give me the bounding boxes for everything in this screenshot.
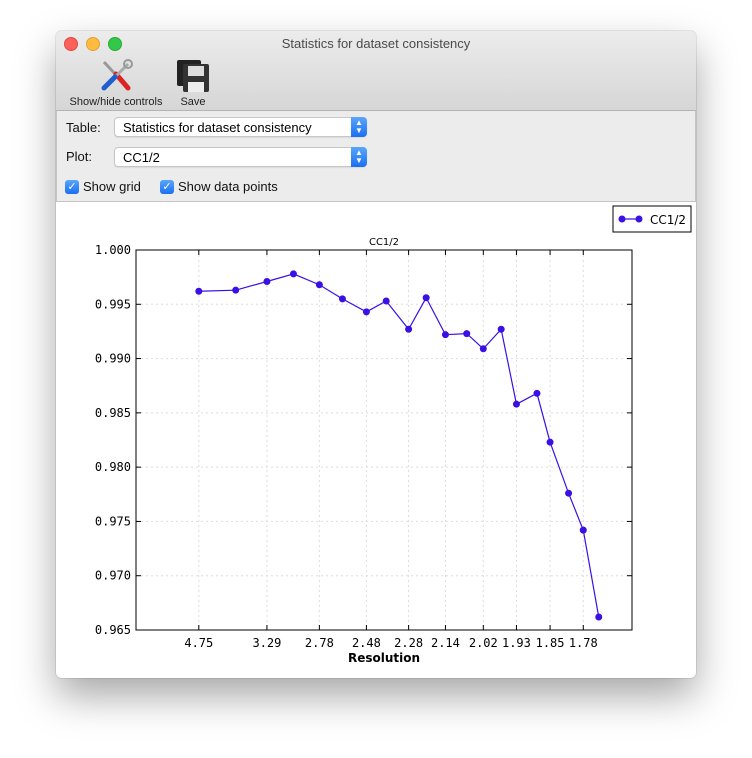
data-point (595, 613, 603, 621)
table-select[interactable]: Statistics for dataset consistency ▲ ▼ (114, 117, 367, 137)
title-bar: Statistics for dataset consistency Show/… (56, 31, 696, 111)
data-point (289, 270, 297, 278)
plot-canvas: 4.75 3.29 2.78 2.48 2.28 2.14 2.02 1.93 1.85 1.78… (95, 205, 692, 665)
chart-title: CC1/2 (369, 237, 399, 248)
table-label: Table: (66, 120, 101, 135)
data-point (579, 526, 587, 534)
y-tick-label: 0.985 (95, 406, 131, 420)
x-tick-label: 2.78 (305, 636, 334, 650)
save-label: Save (180, 96, 206, 108)
tools-icon (101, 59, 133, 91)
data-point (463, 330, 471, 338)
y-tick-label: 0.975 (95, 514, 131, 528)
close-button[interactable] (64, 37, 78, 51)
data-point (315, 281, 323, 289)
window: Statistics for dataset consistency Show/… (56, 31, 696, 678)
data-point (546, 438, 554, 446)
window-title: Statistics for dataset consistency (281, 36, 471, 51)
zoom-button[interactable] (108, 37, 122, 51)
chevron-up-down-icon: ▲ ▼ (351, 117, 367, 137)
data-point (382, 297, 390, 305)
x-tick-label: 1.85 (536, 636, 565, 650)
x-tick-label: 2.48 (352, 636, 381, 650)
series-line (198, 273, 600, 618)
y-tick-label: 0.990 (95, 352, 131, 366)
chevron-up-down-icon: ▲ ▼ (351, 147, 367, 167)
save-button[interactable]: Save (174, 58, 212, 108)
show-data-points-label: Show data points (178, 179, 278, 194)
data-point (497, 325, 505, 333)
x-tick-label: 1.78 (569, 636, 598, 650)
data-point (195, 287, 203, 295)
data-point (405, 325, 413, 333)
data-point (232, 286, 240, 294)
show-hide-controls-label: Show/hide controls (69, 96, 163, 108)
data-point (338, 295, 346, 303)
plot-frame (135, 249, 633, 631)
x-tick-label: 3.29 (252, 636, 281, 650)
y-tick-label: 0.970 (95, 569, 131, 583)
show-hide-controls-button[interactable]: Show/hide controls (64, 58, 168, 108)
data-point (263, 277, 271, 285)
data-point (479, 345, 487, 353)
show-data-points-checkbox[interactable]: ✓ Show data points (160, 179, 278, 194)
x-tick-label: 2.02 (469, 636, 498, 650)
data-point (565, 489, 573, 497)
y-tick-label: 0.965 (95, 623, 131, 637)
data-point (422, 294, 430, 302)
data-point (362, 308, 370, 316)
data-point (441, 331, 449, 339)
legend-marker (618, 215, 626, 223)
x-axis-label: Resolution (348, 651, 420, 665)
y-tick-label: 0.980 (95, 460, 131, 474)
data-point (533, 389, 541, 397)
legend-marker (635, 215, 643, 223)
data-point (512, 400, 520, 408)
legend-label: CC1/2 (650, 213, 686, 227)
y-tick-label: 0.995 (95, 297, 131, 311)
plot-label: Plot: (66, 149, 93, 164)
table-select-value: Statistics for dataset consistency (123, 120, 312, 135)
x-tick-label: 4.75 (184, 636, 213, 650)
show-grid-checkbox[interactable]: ✓ Show grid (65, 179, 141, 194)
x-tick-label: 2.14 (431, 636, 460, 650)
x-tick-label: 2.28 (394, 636, 423, 650)
y-tick-label: 1.000 (95, 243, 131, 257)
x-tick-label: 1.93 (502, 636, 531, 650)
plot-select-value: CC1/2 (123, 150, 160, 165)
checkmark-icon: ✓ (65, 179, 79, 194)
checkmark-icon: ✓ (160, 179, 174, 194)
show-grid-label: Show grid (83, 179, 141, 194)
plot-select[interactable]: CC1/2 ▲ ▼ (114, 147, 367, 167)
minimize-button[interactable] (86, 37, 100, 51)
save-icon (177, 60, 209, 92)
